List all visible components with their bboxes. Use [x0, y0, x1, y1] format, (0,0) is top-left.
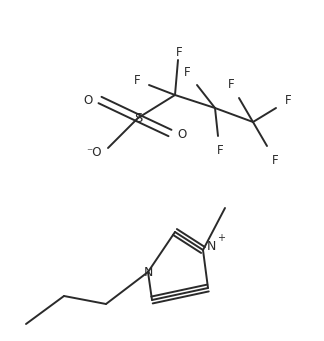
Text: F: F: [285, 93, 291, 106]
Text: F: F: [176, 45, 182, 59]
Text: +: +: [217, 233, 225, 243]
Text: ⁻O: ⁻O: [86, 147, 102, 160]
Text: O: O: [177, 129, 187, 142]
Text: N: N: [143, 267, 153, 280]
Text: F: F: [217, 144, 223, 157]
Text: F: F: [272, 153, 278, 166]
Text: F: F: [228, 77, 234, 90]
Text: S: S: [134, 113, 142, 125]
Text: O: O: [83, 93, 93, 106]
Text: F: F: [184, 66, 190, 79]
Text: N: N: [206, 240, 216, 253]
Text: F: F: [134, 74, 140, 87]
